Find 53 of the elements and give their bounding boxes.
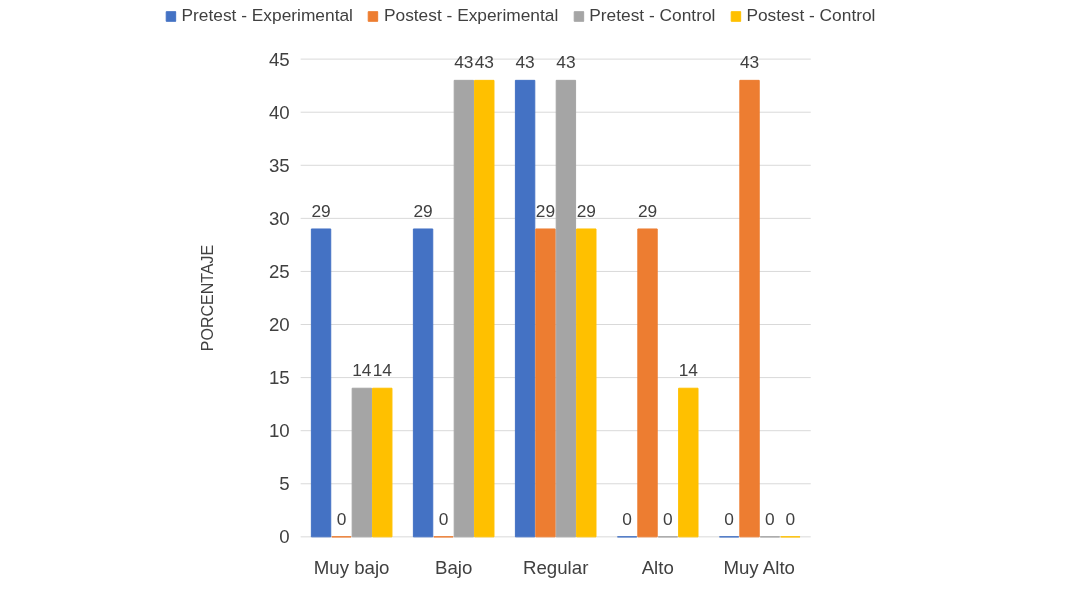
data-label: 43 [474, 52, 494, 73]
data-label: 29 [311, 200, 331, 221]
y-tick-label: 5 [279, 473, 290, 495]
y-tick-label: 45 [268, 48, 290, 70]
bar [514, 79, 536, 538]
y-tick-label: 10 [268, 420, 290, 442]
data-label: 29 [576, 200, 596, 221]
bar [310, 228, 332, 538]
data-label: 29 [535, 200, 556, 221]
y-tick-label: 15 [268, 367, 290, 389]
y-tick-label: 40 [268, 101, 290, 123]
y-tick-label: 35 [268, 154, 290, 176]
x-tick-label: Muy bajo [313, 556, 390, 578]
x-tick-label: Muy Alto [723, 556, 795, 578]
bar [412, 228, 434, 538]
bar [351, 387, 373, 538]
y-tick-label: 0 [279, 526, 290, 548]
bar [372, 387, 393, 538]
data-label: 43 [454, 52, 474, 73]
y-tick-label: 30 [268, 207, 290, 229]
data-label: 14 [678, 360, 699, 381]
data-label: 43 [556, 52, 576, 73]
bar [474, 79, 495, 538]
data-label: 0 [785, 508, 796, 529]
data-label: 0 [724, 508, 734, 529]
data-label: 14 [372, 360, 393, 381]
x-tick-label: Bajo [435, 556, 473, 578]
bar [637, 228, 658, 538]
x-tick-label: Alto [641, 556, 674, 578]
bar [739, 79, 760, 538]
data-label: 29 [637, 200, 658, 221]
data-label: 0 [765, 508, 775, 529]
legend-label: Postest - Control [746, 5, 876, 26]
data-label: 0 [438, 508, 449, 529]
x-tick-label: Regular [523, 556, 589, 578]
y-tick-label: 25 [268, 260, 290, 282]
data-label: 0 [622, 508, 632, 529]
data-label: 29 [413, 200, 433, 221]
data-label: 0 [663, 508, 673, 529]
bar [453, 79, 475, 538]
bar [576, 228, 597, 538]
bar [535, 228, 556, 538]
bar [678, 387, 699, 538]
y-axis-title: PORCENTAJE [198, 244, 216, 352]
data-label: 14 [352, 360, 372, 381]
data-label: 43 [739, 52, 760, 73]
legend-label: Pretest - Control [589, 5, 716, 26]
bar [555, 79, 577, 538]
y-tick-label: 20 [268, 314, 290, 336]
legend-label: Postest - Experimental [383, 5, 559, 26]
data-label: 43 [515, 52, 535, 73]
data-label: 0 [336, 508, 347, 529]
legend-label: Pretest - Experimental [181, 5, 353, 26]
